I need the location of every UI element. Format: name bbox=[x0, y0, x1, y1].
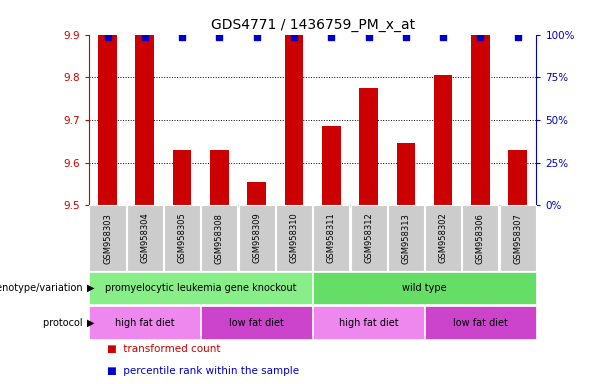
Bar bbox=[98, 35, 117, 205]
Text: GSM958302: GSM958302 bbox=[439, 213, 447, 263]
Bar bbox=[210, 150, 229, 205]
Text: high fat diet: high fat diet bbox=[339, 318, 398, 328]
Bar bbox=[284, 35, 303, 205]
Text: ▶: ▶ bbox=[87, 283, 94, 293]
Text: high fat diet: high fat diet bbox=[115, 318, 175, 328]
Text: genotype/variation: genotype/variation bbox=[0, 283, 86, 293]
Bar bbox=[397, 144, 415, 205]
Bar bbox=[508, 150, 527, 205]
Text: GSM958306: GSM958306 bbox=[476, 213, 485, 263]
Bar bbox=[322, 126, 341, 205]
Text: GSM958304: GSM958304 bbox=[140, 213, 150, 263]
Text: GSM958312: GSM958312 bbox=[364, 213, 373, 263]
Text: GSM958303: GSM958303 bbox=[103, 213, 112, 263]
Text: low fat diet: low fat diet bbox=[229, 318, 284, 328]
Text: low fat diet: low fat diet bbox=[453, 318, 508, 328]
Bar bbox=[135, 35, 154, 205]
Bar bbox=[173, 150, 191, 205]
Text: ▶: ▶ bbox=[87, 318, 94, 328]
Bar bbox=[359, 88, 378, 205]
Bar bbox=[248, 182, 266, 205]
Text: wild type: wild type bbox=[402, 283, 447, 293]
Text: GSM958310: GSM958310 bbox=[289, 213, 299, 263]
Title: GDS4771 / 1436759_PM_x_at: GDS4771 / 1436759_PM_x_at bbox=[211, 18, 414, 32]
Text: GSM958313: GSM958313 bbox=[402, 213, 410, 263]
Text: GSM958309: GSM958309 bbox=[252, 213, 261, 263]
Text: GSM958305: GSM958305 bbox=[178, 213, 186, 263]
Text: GSM958307: GSM958307 bbox=[513, 213, 522, 263]
Text: ■  percentile rank within the sample: ■ percentile rank within the sample bbox=[107, 366, 299, 376]
Bar bbox=[471, 35, 490, 205]
Text: GSM958308: GSM958308 bbox=[215, 213, 224, 263]
Bar bbox=[434, 75, 452, 205]
Text: protocol: protocol bbox=[43, 318, 86, 328]
Text: promyelocytic leukemia gene knockout: promyelocytic leukemia gene knockout bbox=[105, 283, 297, 293]
Text: ■  transformed count: ■ transformed count bbox=[107, 344, 221, 354]
Text: GSM958311: GSM958311 bbox=[327, 213, 336, 263]
